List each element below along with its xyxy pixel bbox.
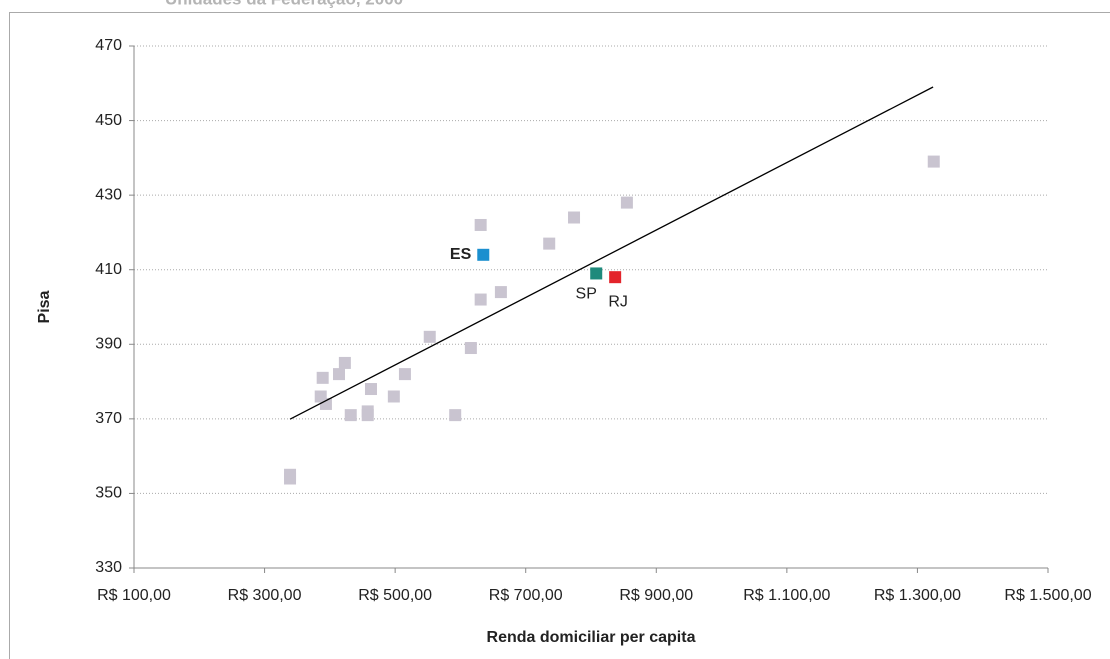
x-tick-label: R$ 700,00 xyxy=(489,587,563,604)
point xyxy=(332,368,345,381)
point xyxy=(449,409,462,422)
y-tick-label: 470 xyxy=(95,37,122,54)
point xyxy=(316,371,329,384)
y-tick-label: 410 xyxy=(95,261,122,278)
point xyxy=(474,293,487,306)
x-tick-label: R$ 1.500,00 xyxy=(1004,587,1091,604)
point xyxy=(423,330,436,343)
point xyxy=(590,267,603,280)
x-tick-label: R$ 1.100,00 xyxy=(743,587,830,604)
y-tick-label: 370 xyxy=(95,410,122,427)
y-tick-label: 330 xyxy=(95,559,122,576)
y-tick-label: 430 xyxy=(95,186,122,203)
chart-frame xyxy=(9,12,1110,659)
point xyxy=(620,196,633,209)
point xyxy=(494,286,507,299)
x-tick-label: R$ 500,00 xyxy=(358,587,432,604)
x-tick-label: R$ 300,00 xyxy=(228,587,302,604)
point xyxy=(361,409,374,422)
point xyxy=(364,383,377,396)
point xyxy=(319,397,332,410)
y-axis-title: Pisa xyxy=(36,290,53,323)
point xyxy=(477,248,490,261)
point-label: SP xyxy=(576,286,597,303)
point xyxy=(927,155,940,168)
point xyxy=(568,211,581,224)
chart-title: Unidades da Federação, 2000 xyxy=(165,0,403,8)
point xyxy=(464,342,477,355)
point xyxy=(387,390,400,403)
x-tick-label: R$ 1.300,00 xyxy=(874,587,961,604)
x-axis-title: Renda domiciliar per capita xyxy=(487,629,696,646)
point-label: ES xyxy=(450,246,472,263)
point-label: RJ xyxy=(608,293,628,310)
y-tick-label: 350 xyxy=(95,485,122,502)
point xyxy=(398,368,411,381)
point xyxy=(474,218,487,231)
point xyxy=(609,271,622,284)
point xyxy=(338,356,351,369)
trend-line xyxy=(289,86,934,420)
y-tick-label: 450 xyxy=(95,112,122,129)
point xyxy=(344,409,357,422)
x-tick-label: R$ 100,00 xyxy=(97,587,171,604)
point xyxy=(284,472,297,485)
point xyxy=(543,237,556,250)
y-tick-label: 390 xyxy=(95,336,122,353)
x-tick-label: R$ 900,00 xyxy=(619,587,693,604)
